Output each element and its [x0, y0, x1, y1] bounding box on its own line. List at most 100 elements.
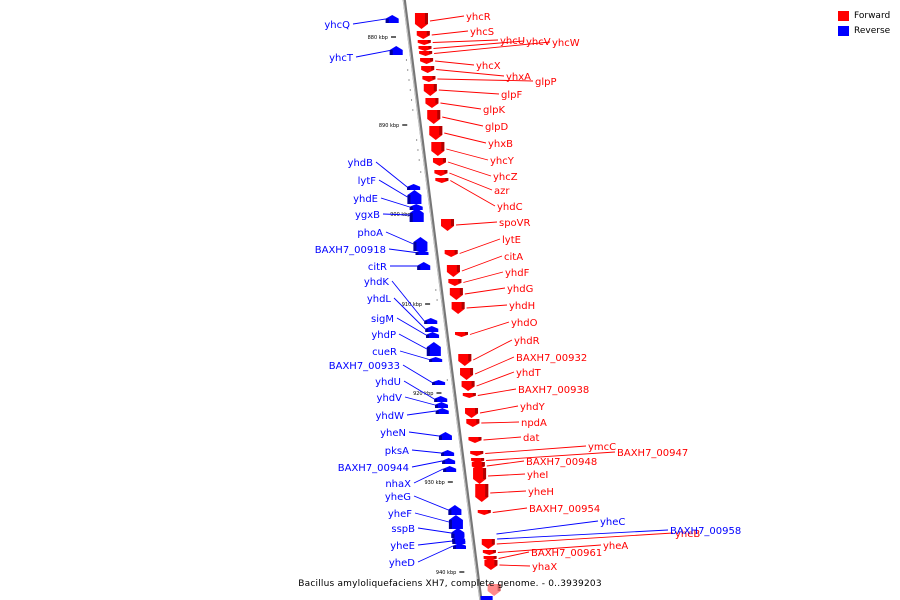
forward-gene-label[interactable]: glpP [535, 77, 557, 88]
forward-gene[interactable] [462, 393, 476, 398]
reverse-gene[interactable] [432, 380, 446, 385]
forward-gene[interactable] [429, 126, 443, 140]
reverse-gene[interactable] [426, 342, 441, 356]
reverse-gene[interactable] [434, 402, 448, 408]
reverse-gene[interactable] [429, 357, 443, 362]
forward-gene[interactable] [441, 219, 455, 231]
forward-gene[interactable] [444, 250, 458, 257]
reverse-gene[interactable] [415, 250, 429, 255]
forward-gene[interactable] [465, 408, 479, 418]
forward-gene[interactable] [470, 451, 484, 456]
reverse-gene-label[interactable]: sigM [371, 314, 394, 325]
reverse-gene[interactable] [425, 326, 439, 332]
reverse-gene-label[interactable]: cueR [372, 347, 397, 358]
forward-gene-label[interactable]: lytE [502, 235, 521, 246]
forward-gene[interactable] [481, 539, 495, 549]
reverse-gene[interactable] [424, 318, 438, 324]
reverse-gene-label[interactable]: BAXH7_00958 [670, 526, 741, 537]
forward-gene-label[interactable]: ymcC [588, 442, 616, 453]
reverse-gene-label[interactable]: yhcQ [324, 20, 350, 31]
reverse-gene[interactable] [451, 531, 465, 537]
reverse-gene[interactable] [385, 15, 399, 23]
reverse-gene-label[interactable]: yhdE [353, 194, 378, 205]
reverse-gene-label[interactable]: phoA [357, 228, 383, 239]
forward-gene-label[interactable]: yheI [527, 470, 548, 481]
forward-gene-label[interactable]: glpF [501, 90, 522, 101]
forward-gene-label[interactable]: yhdO [511, 318, 538, 329]
forward-gene[interactable] [420, 58, 434, 64]
reverse-gene[interactable] [413, 237, 428, 251]
forward-gene[interactable] [414, 13, 428, 29]
reverse-gene[interactable] [409, 204, 423, 210]
forward-gene-label[interactable]: npdA [521, 418, 547, 429]
forward-gene[interactable] [448, 279, 462, 286]
forward-gene[interactable] [421, 66, 435, 73]
forward-gene-label[interactable]: yhdR [514, 336, 540, 347]
forward-gene-label[interactable]: yheH [528, 487, 554, 498]
reverse-gene-label[interactable]: yhdP [371, 330, 396, 341]
forward-gene-label[interactable]: yhdT [516, 368, 542, 379]
reverse-gene[interactable] [438, 432, 452, 440]
forward-gene-label[interactable]: yhdH [509, 301, 535, 312]
forward-gene[interactable] [483, 556, 497, 561]
reverse-gene[interactable] [443, 466, 457, 472]
forward-gene[interactable] [471, 458, 485, 463]
forward-gene[interactable] [435, 178, 449, 183]
forward-gene-label[interactable]: yhcZ [493, 172, 518, 183]
forward-gene-label[interactable]: yhcV [526, 37, 551, 48]
forward-gene-label[interactable]: yhcX [476, 61, 501, 72]
reverse-gene-label[interactable]: sspB [391, 524, 415, 535]
reverse-gene-label[interactable]: yhdB [348, 158, 374, 169]
forward-gene[interactable] [461, 381, 475, 391]
forward-gene-label[interactable]: yhxB [488, 139, 513, 150]
reverse-gene[interactable] [435, 408, 449, 414]
forward-gene[interactable] [482, 550, 496, 555]
reverse-gene-label[interactable]: yhdW [376, 411, 405, 422]
forward-gene[interactable] [466, 419, 480, 427]
forward-gene[interactable] [419, 51, 433, 56]
reverse-gene[interactable] [448, 515, 463, 529]
reverse-gene-label[interactable]: pksA [385, 446, 409, 457]
reverse-gene[interactable] [452, 536, 466, 542]
reverse-gene-label[interactable]: yhdU [375, 377, 401, 388]
forward-gene-label[interactable]: yhdG [507, 284, 533, 295]
forward-gene[interactable] [468, 437, 482, 443]
forward-gene-label[interactable]: glpK [483, 105, 505, 116]
forward-gene-label[interactable]: BAXH7_00947 [617, 448, 688, 459]
reverse-gene-label[interactable]: yheD [389, 558, 415, 569]
reverse-gene-label[interactable]: yheE [390, 541, 415, 552]
forward-gene-label[interactable]: yhdF [505, 268, 530, 279]
reverse-gene-label[interactable]: citR [368, 262, 387, 273]
forward-gene-label[interactable]: yheB [675, 529, 700, 540]
forward-gene[interactable] [484, 560, 498, 570]
reverse-gene-label[interactable]: yhcT [329, 53, 354, 64]
forward-gene-label[interactable]: yheA [603, 541, 628, 552]
forward-gene[interactable] [423, 84, 437, 96]
reverse-gene[interactable] [442, 458, 456, 464]
forward-gene-label[interactable]: yhdC [497, 202, 523, 213]
forward-gene[interactable] [446, 265, 460, 277]
forward-gene-partial[interactable] [487, 584, 501, 596]
forward-gene[interactable] [449, 288, 463, 300]
reverse-gene[interactable] [407, 190, 422, 204]
reverse-gene-label[interactable]: ygxB [355, 210, 380, 221]
reverse-gene-label[interactable]: yhdV [377, 393, 403, 404]
forward-gene[interactable] [432, 158, 446, 166]
forward-gene[interactable] [434, 170, 448, 176]
forward-gene-label[interactable]: BAXH7_00938 [518, 385, 589, 396]
forward-gene[interactable] [417, 40, 431, 45]
forward-gene[interactable] [418, 46, 432, 51]
forward-gene-label[interactable]: yhcW [552, 38, 580, 49]
forward-gene[interactable] [477, 510, 491, 515]
forward-gene[interactable] [454, 332, 468, 337]
reverse-gene-label[interactable]: BAXH7_00933 [329, 361, 400, 372]
reverse-gene[interactable] [426, 332, 440, 338]
forward-gene-label[interactable]: yhdY [520, 402, 546, 413]
forward-gene[interactable] [425, 98, 439, 108]
reverse-gene[interactable] [441, 450, 455, 456]
forward-gene[interactable] [460, 368, 474, 380]
reverse-gene[interactable] [409, 208, 424, 222]
forward-gene[interactable] [431, 142, 445, 156]
reverse-gene[interactable] [434, 396, 448, 402]
